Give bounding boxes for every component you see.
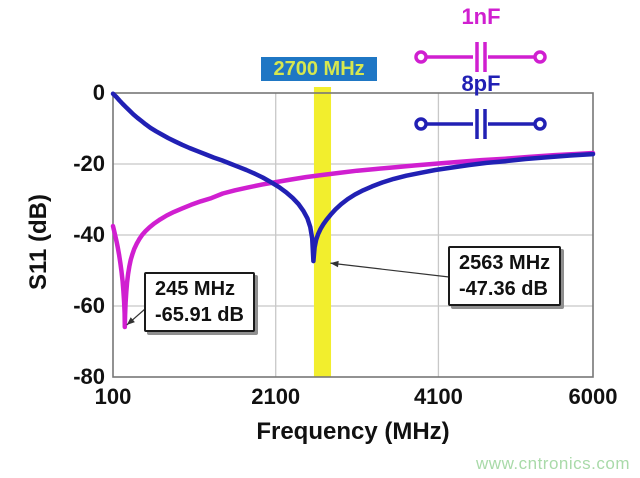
callout-arrowhead [330,260,339,268]
capacitor-symbol-1nf [414,42,547,72]
marker-level: -65.91 dB [155,304,244,326]
callout-leader-line [330,262,450,278]
highlight-band-label: 2700 MHz [261,57,377,81]
x-tick-label: 4100 [413,384,463,409]
terminal-node [533,50,547,64]
marker-frequency: 2563 MHz [459,252,551,274]
capacitor-8pf-label: 8pF [461,71,501,96]
x-tick-label: 100 [94,384,132,409]
highlight-band-2700mhz [313,87,332,377]
x-tick-label: 2100 [251,384,301,409]
watermark: www.cntronics.com [476,454,630,473]
x-axis-title: Frequency (MHz) [256,418,450,445]
y-tick-label: -80 [73,364,105,389]
callout-arrowhead [126,317,135,325]
s11-curve-8pf [110,91,596,264]
marker-callout-245mhz: 245 MHz -65.91 dB [144,272,255,332]
capacitor-1nf-label: 1nF [461,4,501,29]
terminal-node [533,117,547,131]
marker-level: -47.36 dB [459,278,548,300]
marker-callout-2563mhz: 2563 MHz -47.36 dB [448,246,562,306]
y-tick-label: -20 [73,151,105,176]
terminal-node [414,117,428,131]
capacitor-symbol-8pf [414,109,547,139]
s11-curve-1nf [110,150,596,330]
terminal-node [414,50,428,64]
marker-frequency: 245 MHz [155,278,236,300]
y-tick-label: -60 [73,293,105,318]
x-tick-label: 6000 [568,384,618,409]
y-tick-label: -40 [73,222,105,247]
y-tick-label: 0 [92,80,105,105]
